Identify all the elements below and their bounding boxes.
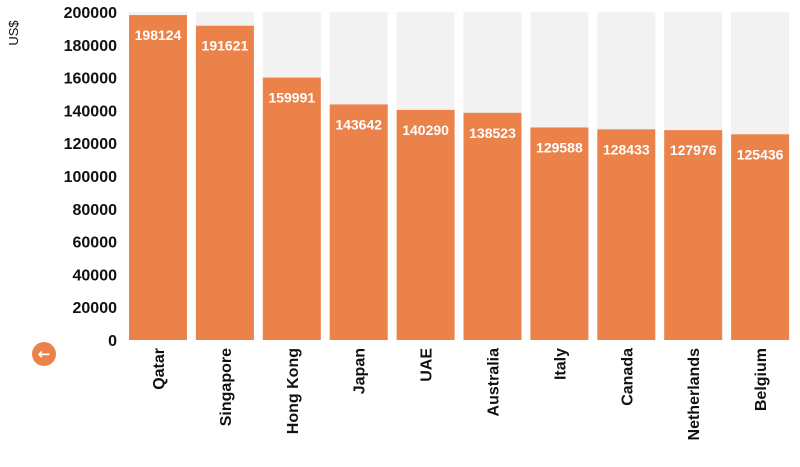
bar[interactable] <box>129 15 187 341</box>
data-label: 129588 <box>536 139 583 155</box>
x-tick-label: Qatar <box>151 348 168 390</box>
y-tick-label: 200000 <box>64 5 117 22</box>
bar[interactable] <box>664 130 723 340</box>
bar[interactable] <box>731 134 790 340</box>
back-button[interactable]: ← <box>32 342 56 366</box>
bar[interactable] <box>463 112 522 340</box>
y-tick-label: 160000 <box>64 71 117 88</box>
y-tick-label: 120000 <box>64 136 117 153</box>
data-label: 191621 <box>202 38 249 54</box>
data-label: 159991 <box>268 90 315 106</box>
y-axis-label: US$ <box>6 20 21 46</box>
x-tick-label: Canada <box>619 348 636 406</box>
bar[interactable] <box>262 77 321 341</box>
data-label: 143642 <box>335 116 382 132</box>
x-tick-label: UAE <box>419 348 436 382</box>
y-tick-label: 20000 <box>73 300 118 317</box>
y-tick-label: 0 <box>108 333 117 350</box>
bar[interactable] <box>396 109 455 340</box>
x-axis: Qatar Singapore Hong Kong Japan UAE Australia… <box>151 348 770 441</box>
bar[interactable] <box>329 104 388 340</box>
y-tick-label: 100000 <box>64 169 117 186</box>
y-tick-label: 40000 <box>73 267 118 284</box>
x-tick-label: Australia <box>486 348 503 417</box>
data-labels: 198124 191621 159991 143642 140290 138523 1295… <box>135 27 784 162</box>
data-label: 138523 <box>469 125 516 141</box>
bar[interactable] <box>597 129 656 340</box>
y-tick-label: 80000 <box>73 202 118 219</box>
bar[interactable] <box>195 25 254 341</box>
data-label: 140290 <box>402 122 449 138</box>
data-label: 125436 <box>737 146 784 162</box>
x-tick-label: Singapore <box>218 348 235 426</box>
arrow-left-icon: ← <box>37 344 51 363</box>
x-tick-label: Hong Kong <box>285 348 302 434</box>
bar[interactable] <box>530 127 589 340</box>
y-tick-label: 140000 <box>64 103 117 120</box>
y-tick-label: 60000 <box>73 235 118 252</box>
y-axis: 0 20000 40000 60000 80000 100000 120000 140000 1… <box>64 5 117 350</box>
data-label: 127976 <box>670 142 717 158</box>
x-tick-label: Belgium <box>753 348 770 411</box>
x-tick-label: Netherlands <box>686 348 703 441</box>
y-tick-label: 180000 <box>64 38 117 55</box>
x-tick-label: Italy <box>552 348 569 380</box>
data-label: 198124 <box>135 27 182 43</box>
data-label: 128433 <box>603 141 650 157</box>
x-tick-label: Japan <box>352 348 369 394</box>
bars <box>129 15 790 341</box>
